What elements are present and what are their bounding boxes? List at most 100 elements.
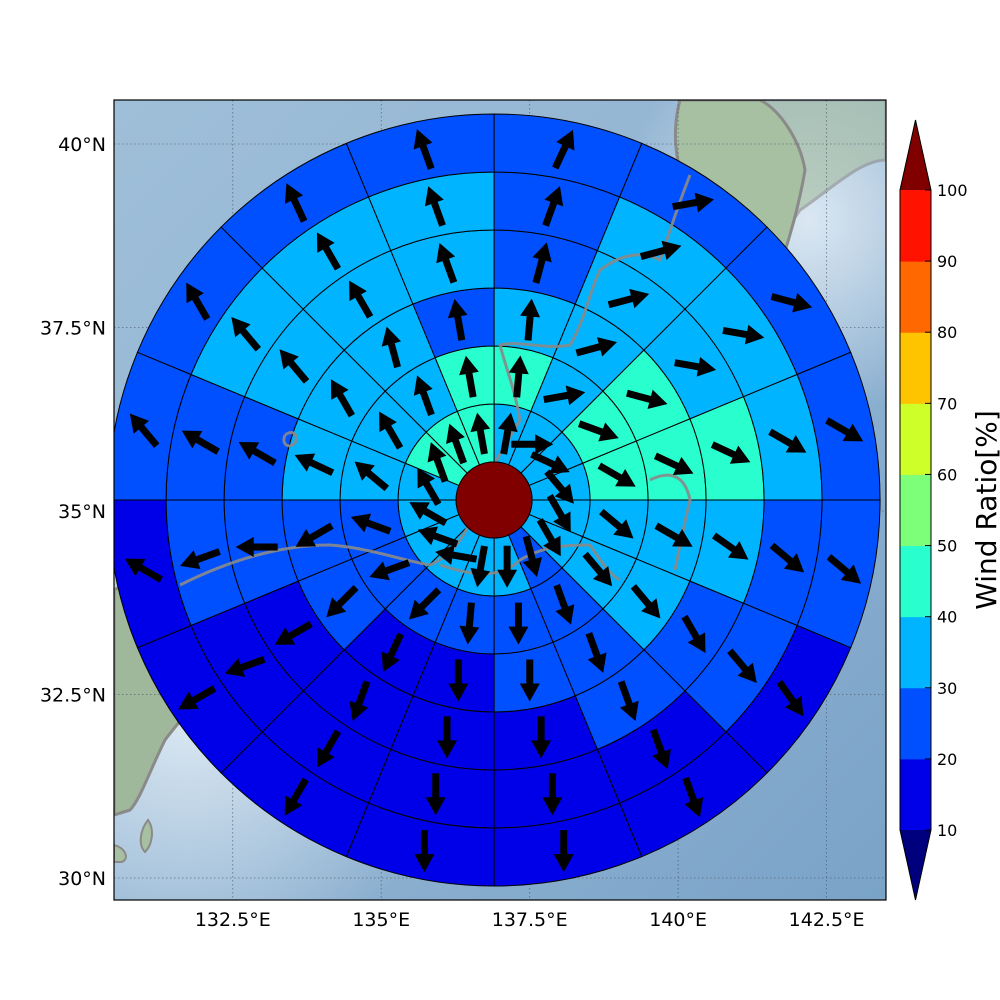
wind-arrows [124, 129, 864, 873]
wind-arrow [295, 522, 334, 547]
wind-arrow [681, 614, 706, 653]
wind-arrow [238, 441, 277, 467]
wind-arrow [712, 532, 749, 560]
wind-arrow [409, 502, 448, 527]
wind-arrow [409, 587, 442, 620]
lon-tick-label: 132.5°E [195, 909, 271, 931]
wind-arrow [508, 355, 529, 398]
wind-arrow [459, 355, 479, 398]
wind-arrow [520, 298, 541, 341]
wind-arrow [522, 535, 542, 577]
wind-arrow [425, 773, 446, 816]
wind-arrow [531, 716, 552, 759]
wind-arrow [630, 584, 661, 619]
wind-arrow [650, 728, 671, 770]
wind-arrow [354, 461, 390, 492]
wind-arrow [543, 385, 586, 406]
wind-arrow [446, 423, 467, 465]
wind-arrow [316, 729, 341, 768]
colorbar-bin [900, 758, 931, 831]
wind-arrow [437, 716, 458, 759]
wind-arrow [235, 537, 278, 558]
wind-arrow [710, 441, 751, 464]
colorbar-tick-label: 50 [937, 537, 957, 556]
wind-arrow [722, 324, 765, 345]
wind-arrow [768, 428, 807, 453]
wind-arrow [231, 317, 261, 352]
wind-arrow [546, 494, 571, 533]
wind-arrow [284, 183, 308, 223]
wind-arrow [413, 129, 435, 170]
wind-arrow [284, 777, 309, 816]
wind-arrow [459, 602, 480, 645]
wind-arrow [413, 375, 435, 417]
wind-arrow [542, 186, 564, 227]
wind-arrow [826, 554, 862, 584]
wind-arrow [552, 129, 575, 170]
wind-arrow [417, 467, 442, 506]
lat-tick-label: 40°N [58, 134, 106, 156]
wind-arrow [607, 288, 650, 309]
wind-arrow [553, 830, 574, 873]
wind-arrow [578, 420, 619, 442]
colorbar-bin [900, 474, 931, 547]
wind-arrow [181, 430, 220, 455]
wind-arrow [654, 522, 693, 547]
wind-arrow [674, 356, 717, 377]
sector-cell [345, 113, 495, 198]
wind-arrow [330, 379, 355, 418]
wind-arrow [530, 451, 570, 474]
wind-arrow [349, 280, 374, 319]
wind-arrow [326, 585, 359, 618]
wind-arrow [124, 558, 163, 583]
wind-arrow [585, 632, 607, 673]
longitude-tick-labels: 132.5°E 135°E 137.5°E 140°E 142.5°E [195, 909, 865, 931]
wind-arrow [639, 240, 682, 261]
colorbar-tick-label: 30 [937, 679, 957, 698]
wind-arrow [436, 242, 458, 284]
wind-arrow [672, 192, 715, 213]
colorbar-tick-label: 90 [937, 252, 957, 271]
wind-arrow [825, 417, 864, 442]
wind-arrow [553, 583, 575, 625]
wind-arrow [769, 542, 805, 573]
wind-arrow [381, 326, 402, 369]
wind-arrow [417, 526, 459, 548]
lon-tick-label: 140°E [649, 909, 707, 931]
wind-arrow [470, 545, 491, 588]
wind-arrow [625, 389, 668, 410]
wind-arrow [381, 632, 405, 673]
wind-arrow [575, 337, 617, 357]
colorbar-bin [900, 545, 931, 618]
wind-arrow [776, 679, 804, 717]
wind-arrow [178, 685, 217, 710]
colorbar-tick-label: 20 [937, 750, 957, 769]
colorbar-bin [900, 332, 931, 404]
wind-arrow [597, 462, 636, 487]
wind-arrow [447, 298, 468, 341]
lat-tick-label: 30°N [58, 868, 106, 890]
wind-arrow [497, 412, 518, 455]
wind-arrow [497, 545, 518, 588]
latitude-tick-labels: 40°N 37.5°N 35°N 32.5°N 30°N [40, 134, 106, 890]
colorbar-bin [900, 403, 931, 475]
map-area [114, 100, 886, 900]
wind-arrow [617, 680, 639, 722]
colorbar-label: Wind Ratio[%] [970, 410, 1000, 610]
wind-arrow [544, 469, 574, 504]
wind-arrow [435, 545, 478, 565]
colorbar-tick-label: 40 [937, 608, 957, 627]
land-small-island-south [114, 818, 153, 863]
lat-tick-label: 35°N [58, 501, 106, 523]
colorbar-extend-min [900, 830, 931, 900]
wind-arrow [427, 442, 449, 483]
wind-arrow [542, 773, 563, 816]
colorbar-extend-max [900, 120, 931, 190]
wind-arrow [350, 513, 392, 535]
wind-arrow [727, 648, 757, 683]
wind-arrow [424, 186, 446, 227]
wind-arrow [582, 551, 613, 587]
colorbar-bin [900, 261, 931, 333]
lat-tick-label: 32.5°N [40, 684, 106, 706]
wind-arrow [316, 232, 341, 271]
